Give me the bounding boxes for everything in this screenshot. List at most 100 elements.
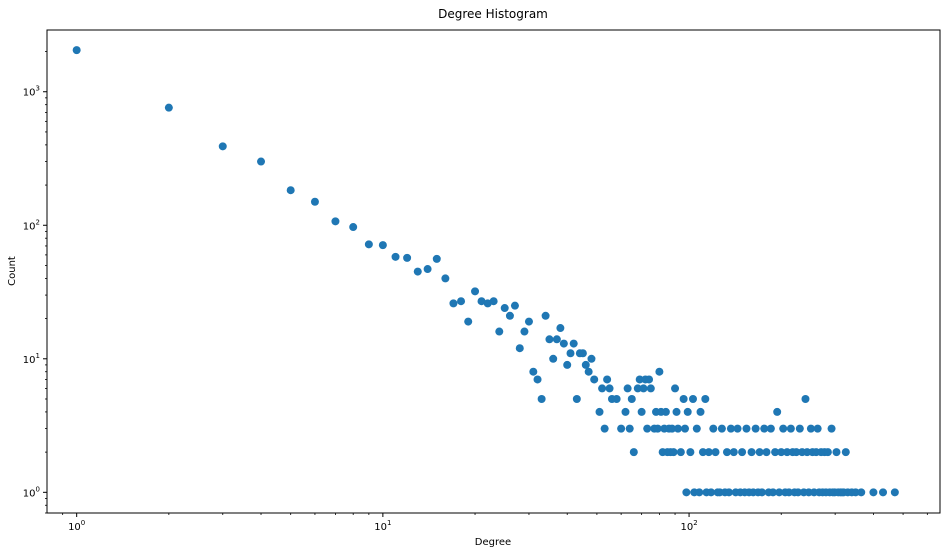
data-point: [449, 299, 458, 308]
y-axis-label: Count: [7, 256, 18, 286]
data-point: [633, 384, 642, 393]
data-point: [682, 488, 691, 497]
data-point: [637, 407, 646, 416]
data-point: [629, 448, 638, 457]
data-point: [310, 197, 319, 206]
data-point: [823, 448, 832, 457]
data-point: [617, 424, 626, 433]
data-point: [72, 46, 81, 55]
x-tick-label: 102: [680, 519, 697, 533]
data-point: [603, 375, 612, 384]
data-point: [581, 360, 590, 369]
data-point: [432, 254, 441, 263]
data-point: [766, 424, 775, 433]
data-point: [733, 424, 742, 433]
data-point: [711, 448, 720, 457]
x-tick-label: 101: [374, 519, 391, 533]
y-tick-label: 101: [23, 352, 40, 366]
data-point: [598, 384, 607, 393]
data-point: [495, 327, 504, 336]
data-point: [777, 448, 786, 457]
data-point: [286, 186, 295, 195]
data-point: [704, 448, 713, 457]
data-point: [688, 394, 697, 403]
plot-area: [47, 30, 940, 513]
data-point: [681, 424, 690, 433]
data-point: [869, 488, 878, 497]
data-point: [559, 339, 568, 348]
data-point: [556, 324, 565, 333]
data-point: [505, 311, 514, 320]
data-point: [520, 327, 529, 336]
data-point: [783, 448, 792, 457]
data-point: [572, 394, 581, 403]
data-point: [578, 349, 587, 358]
data-point: [403, 253, 412, 262]
data-point: [695, 488, 704, 497]
data-point: [612, 394, 621, 403]
data-point: [549, 354, 558, 363]
data-point: [655, 367, 664, 376]
data-point: [563, 360, 572, 369]
data-point: [471, 287, 480, 296]
data-point: [757, 488, 766, 497]
x-axis-label: Degree: [475, 537, 511, 548]
data-point: [218, 142, 227, 151]
data-point: [552, 335, 561, 344]
data-point: [672, 407, 681, 416]
x-axis-ticks: 100 101 102: [62, 513, 928, 533]
data-point: [541, 311, 550, 320]
data-point: [515, 344, 524, 353]
data-point: [857, 488, 866, 497]
data-point: [775, 488, 784, 497]
data-point: [673, 424, 682, 433]
data-point: [668, 424, 677, 433]
data-point: [331, 217, 340, 226]
data-point: [653, 424, 662, 433]
data-point: [724, 488, 733, 497]
data-point: [645, 375, 654, 384]
data-point: [676, 448, 685, 457]
data-point: [698, 448, 707, 457]
data-point: [760, 424, 769, 433]
data-point: [464, 317, 473, 326]
data-point: [771, 448, 780, 457]
data-point: [441, 274, 450, 283]
data-point: [726, 424, 735, 433]
data-point: [747, 448, 756, 457]
data-point: [792, 448, 801, 457]
data-point: [773, 407, 782, 416]
data-point: [623, 384, 632, 393]
axes-frame: [46, 29, 941, 514]
data-point: [806, 424, 815, 433]
data-point: [890, 488, 899, 497]
data-point: [751, 424, 760, 433]
data-point: [755, 448, 764, 457]
data-point: [661, 407, 670, 416]
data-point: [524, 317, 533, 326]
data-point: [349, 223, 358, 232]
data-point: [477, 297, 486, 306]
data-point: [801, 394, 810, 403]
data-point: [794, 488, 803, 497]
data-point: [257, 157, 266, 166]
data-point: [529, 367, 538, 376]
data-point: [686, 448, 695, 457]
data-point: [717, 424, 726, 433]
data-point: [683, 407, 692, 416]
y-tick-label: 102: [23, 218, 40, 232]
data-point: [692, 424, 701, 433]
data-point: [627, 394, 636, 403]
data-point: [795, 424, 804, 433]
data-point: [696, 407, 705, 416]
data-point: [413, 267, 422, 276]
data-point: [827, 424, 836, 433]
data-point: [378, 241, 387, 250]
data-point: [639, 384, 648, 393]
data-point: [625, 424, 634, 433]
data-point: [786, 424, 795, 433]
data-point: [769, 488, 778, 497]
data-point: [738, 448, 747, 457]
data-point: [709, 424, 718, 433]
